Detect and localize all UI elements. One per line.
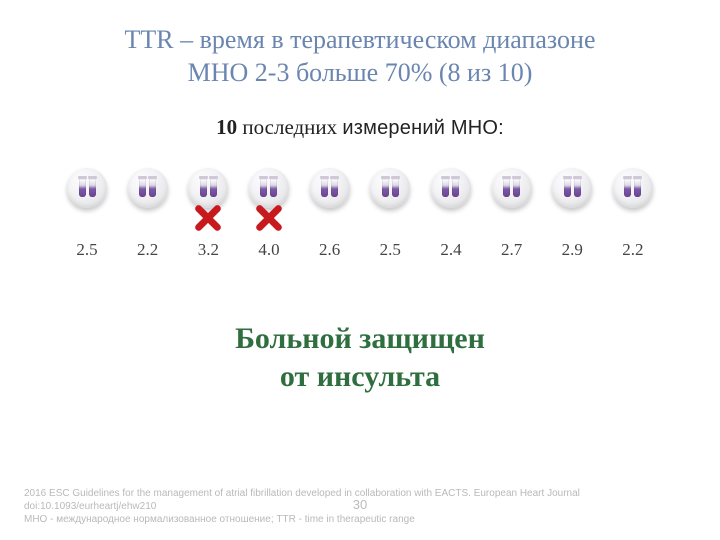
vial-column: 2.2 bbox=[606, 168, 660, 260]
title-line-2: МНО 2-3 больше 70% (8 из 10) bbox=[188, 58, 533, 87]
footer-citation: 2016 ESC Guidelines for the management o… bbox=[24, 487, 696, 526]
title-line-1: TTR – время в терапевтическом диапазоне bbox=[124, 25, 595, 54]
vial-icon bbox=[249, 168, 289, 208]
subtitle-bold: 10 bbox=[216, 115, 237, 139]
vial-value: 2.9 bbox=[562, 240, 583, 260]
vial-value: 2.2 bbox=[137, 240, 158, 260]
vial-column: 3.2 bbox=[181, 168, 235, 260]
vial-value: 2.5 bbox=[380, 240, 401, 260]
vial-column: 2.7 bbox=[485, 168, 539, 260]
vial-column: 4.0 bbox=[242, 168, 296, 260]
footer-line-2: doi:10.1093/eurheartj/ehw210 bbox=[24, 500, 696, 513]
cross-icon bbox=[194, 204, 222, 232]
vial-icon bbox=[67, 168, 107, 208]
vial-icon bbox=[431, 168, 471, 208]
vial-icon bbox=[370, 168, 410, 208]
vial-icon bbox=[613, 168, 653, 208]
slide: TTR – время в терапевтическом диапазоне … bbox=[0, 0, 720, 540]
subtitle: 10 последних измерений МНО: bbox=[0, 115, 720, 140]
conclusion-line-2: от инсульта bbox=[280, 360, 440, 393]
vial-value: 2.2 bbox=[622, 240, 643, 260]
footer-line-1: 2016 ESC Guidelines for the management o… bbox=[24, 487, 696, 500]
conclusion-line-1: Больной защищен bbox=[235, 322, 485, 355]
subtitle-sans: измерений МНО: bbox=[342, 117, 503, 139]
vial-value: 4.0 bbox=[258, 240, 279, 260]
vials-row: 2.5 2.2 3.2 4.0 2.6 2.5 2.4 2.7 2.9 2.2 bbox=[60, 168, 660, 260]
vial-value: 2.4 bbox=[440, 240, 461, 260]
slide-title: TTR – время в терапевтическом диапазоне … bbox=[0, 24, 720, 89]
vial-icon bbox=[188, 168, 228, 208]
vial-value: 3.2 bbox=[198, 240, 219, 260]
vial-column: 2.4 bbox=[424, 168, 478, 260]
subtitle-rest: последних bbox=[237, 115, 342, 139]
vial-value: 2.7 bbox=[501, 240, 522, 260]
vial-column: 2.6 bbox=[303, 168, 357, 260]
vial-icon bbox=[552, 168, 592, 208]
cross-icon bbox=[255, 204, 283, 232]
vial-column: 2.9 bbox=[545, 168, 599, 260]
vial-value: 2.5 bbox=[76, 240, 97, 260]
conclusion: Больной защищен от инсульта bbox=[0, 320, 720, 395]
vial-icon bbox=[128, 168, 168, 208]
vial-column: 2.5 bbox=[60, 168, 114, 260]
vial-value: 2.6 bbox=[319, 240, 340, 260]
vial-column: 2.5 bbox=[363, 168, 417, 260]
footer-line-3: МНО - международное нормализованное отно… bbox=[24, 513, 696, 526]
vial-icon bbox=[492, 168, 532, 208]
vial-icon bbox=[310, 168, 350, 208]
vial-column: 2.2 bbox=[121, 168, 175, 260]
